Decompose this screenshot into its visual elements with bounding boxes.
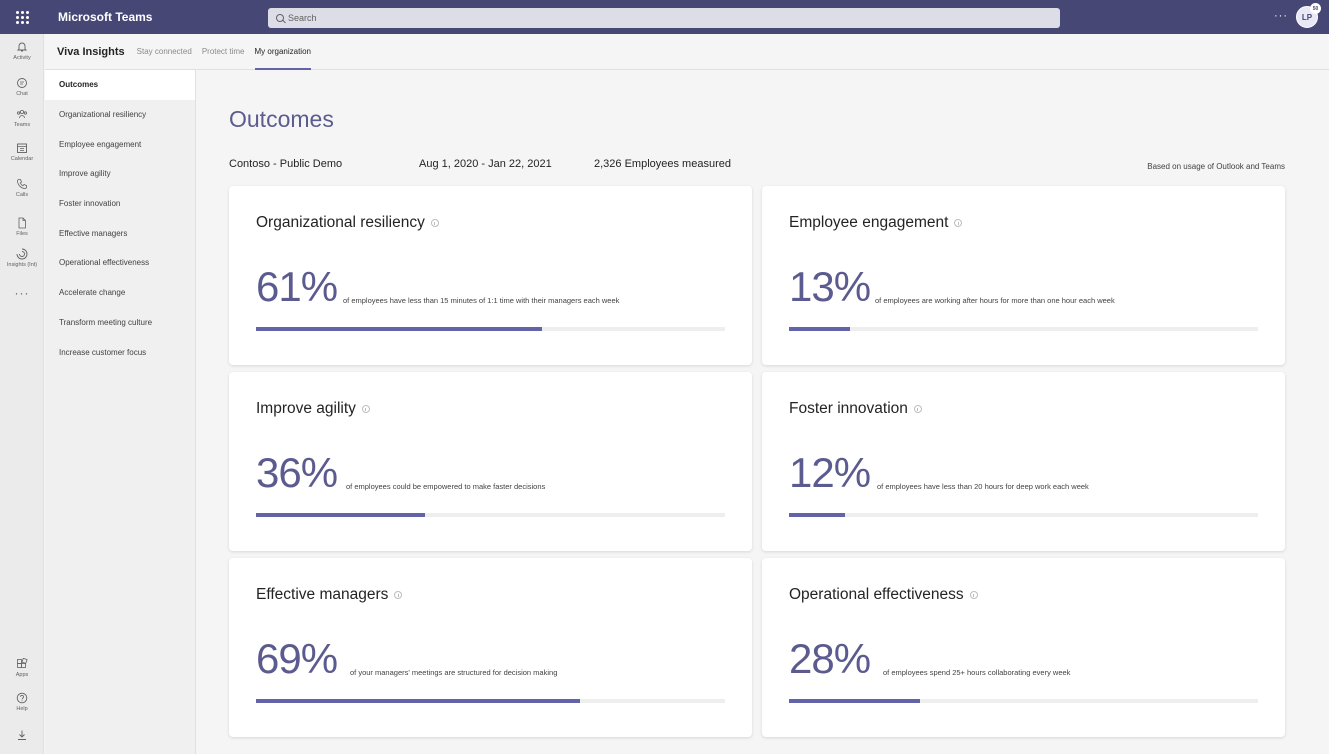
tab-my-organization[interactable]: My organization — [254, 34, 312, 70]
tab-protect-time[interactable]: Protect time — [201, 47, 245, 56]
outcome-card[interactable]: Operational effectiveness 28% of employe… — [762, 558, 1285, 737]
nav-item-transform-meeting-culture[interactable]: Transform meeting culture — [59, 317, 153, 327]
card-description: of your managers' meetings are structure… — [350, 668, 558, 677]
progress-fill — [789, 513, 846, 517]
outcome-card[interactable]: Effective managers 69% of your managers'… — [229, 558, 752, 737]
rail-item-teams[interactable]: Teams — [0, 107, 44, 137]
progress-fill — [789, 327, 850, 331]
date-range: Aug 1, 2020 - Jan 22, 2021 — [419, 158, 552, 170]
progress-bar — [256, 513, 725, 517]
progress-bar — [789, 327, 1258, 331]
file-icon — [15, 216, 29, 230]
card-title: Operational effectiveness — [789, 586, 964, 603]
nav-item-foster-innovation[interactable]: Foster innovation — [59, 199, 121, 209]
help-icon — [15, 691, 29, 705]
nav-item-increase-customer-focus[interactable]: Increase customer focus — [59, 347, 147, 357]
avatar-badge: 50 — [1310, 3, 1321, 14]
summary-meta: Contoso - Public Demo Aug 1, 2020 - Jan … — [229, 158, 731, 170]
nav-item-organizational-resiliency[interactable]: Organizational resiliency — [59, 110, 147, 120]
calendar-icon — [15, 141, 29, 155]
card-percent: 61% — [256, 263, 338, 310]
apps-icon — [15, 657, 29, 671]
info-icon[interactable] — [954, 219, 963, 227]
card-description: of employees have less than 15 minutes o… — [343, 296, 620, 305]
avatar[interactable]: LP 50 — [1296, 3, 1321, 28]
card-title: Improve agility — [256, 400, 356, 417]
chat-icon — [15, 76, 29, 90]
nav-item-improve-agility[interactable]: Improve agility — [59, 169, 111, 179]
info-icon[interactable] — [361, 405, 370, 413]
more-options-icon[interactable]: ··· — [1274, 10, 1288, 22]
nav-item-employee-engagement[interactable]: Employee engagement — [59, 139, 142, 149]
teams-icon — [15, 107, 29, 121]
progress-bar — [789, 513, 1258, 517]
card-title: Effective managers — [256, 586, 389, 603]
info-icon[interactable] — [430, 219, 439, 227]
outcome-card[interactable]: Employee engagement 13% of employees are… — [762, 186, 1285, 365]
nav-item-operational-effectiveness[interactable]: Operational effectiveness — [59, 258, 150, 268]
card-percent: 28% — [789, 635, 871, 682]
search-placeholder: Search — [288, 13, 317, 23]
nav-item-accelerate-change[interactable]: Accelerate change — [59, 288, 126, 298]
rail-item-calendar[interactable]: Calendar — [0, 141, 44, 171]
card-title: Employee engagement — [789, 214, 949, 231]
card-percent: 12% — [789, 449, 871, 496]
rail-item-activity[interactable]: Activity — [0, 40, 44, 70]
card-title: Foster innovation — [789, 400, 908, 417]
page-title: Outcomes — [229, 106, 334, 132]
card-percent: 36% — [256, 449, 338, 496]
card-percent: 13% — [789, 263, 871, 310]
progress-bar — [256, 327, 725, 331]
employees-measured: 2,326 Employees measured — [594, 158, 731, 170]
card-description: of employees spend 25+ hours collaborati… — [883, 668, 1071, 677]
app-title: Microsoft Teams — [58, 10, 153, 24]
card-description: of employees are working after hours for… — [875, 296, 1115, 305]
rail-item-chat[interactable]: Chat — [0, 76, 44, 106]
nav-item-outcomes[interactable]: Outcomes — [45, 70, 195, 100]
download-icon[interactable] — [0, 728, 44, 754]
info-icon[interactable] — [913, 405, 922, 413]
avatar-initials: LP — [1301, 12, 1313, 22]
info-icon[interactable] — [394, 591, 403, 599]
rail-item-help[interactable]: Help — [0, 691, 44, 721]
rail-item-apps[interactable]: Apps — [0, 657, 44, 687]
app-launcher-icon[interactable] — [0, 0, 44, 34]
card-title: Organizational resiliency — [256, 214, 425, 231]
outcome-card[interactable]: Organizational resiliency 61% of employe… — [229, 186, 752, 365]
search-input[interactable]: Search — [268, 8, 1060, 28]
info-icon[interactable] — [969, 591, 978, 599]
main-content: Outcomes Contoso - Public Demo Aug 1, 20… — [196, 70, 1329, 754]
more-apps-icon[interactable]: ··· — [14, 286, 30, 300]
app-rail: Activity Chat Teams Calendar Calls Files — [0, 34, 44, 754]
progress-fill — [256, 699, 580, 703]
search-icon — [276, 14, 284, 22]
outcome-card[interactable]: Improve agility 36% of employees could b… — [229, 372, 752, 551]
rail-item-insights[interactable]: Insights (Int) — [0, 247, 44, 277]
insights-icon — [15, 247, 29, 261]
card-description: of employees have less than 20 hours for… — [877, 482, 1089, 491]
rail-item-files[interactable]: Files — [0, 216, 44, 246]
bell-icon — [15, 40, 29, 54]
org-name: Contoso - Public Demo — [229, 158, 343, 170]
card-percent: 69% — [256, 635, 338, 682]
rail-item-calls[interactable]: Calls — [0, 177, 44, 207]
progress-bar — [256, 699, 725, 703]
phone-icon — [15, 177, 29, 191]
data-source-note: Based on usage of Outlook and Teams — [1147, 162, 1285, 171]
tab-stay-connected[interactable]: Stay connected — [136, 47, 192, 56]
card-description: of employees could be empowered to make … — [346, 482, 546, 491]
app-header: Viva Insights Stay connected Protect tim… — [45, 34, 1329, 70]
outcome-card[interactable]: Foster innovation 12% of employees have … — [762, 372, 1285, 551]
progress-fill — [256, 327, 543, 331]
progress-fill — [256, 513, 425, 517]
progress-fill — [789, 699, 921, 703]
top-bar: Microsoft Teams Search ··· LP 50 — [0, 0, 1329, 34]
progress-bar — [789, 699, 1258, 703]
nav-item-effective-managers[interactable]: Effective managers — [59, 228, 128, 238]
header-title: Viva Insights — [57, 45, 125, 58]
left-nav: Outcomes Organizational resiliency Emplo… — [45, 70, 196, 754]
